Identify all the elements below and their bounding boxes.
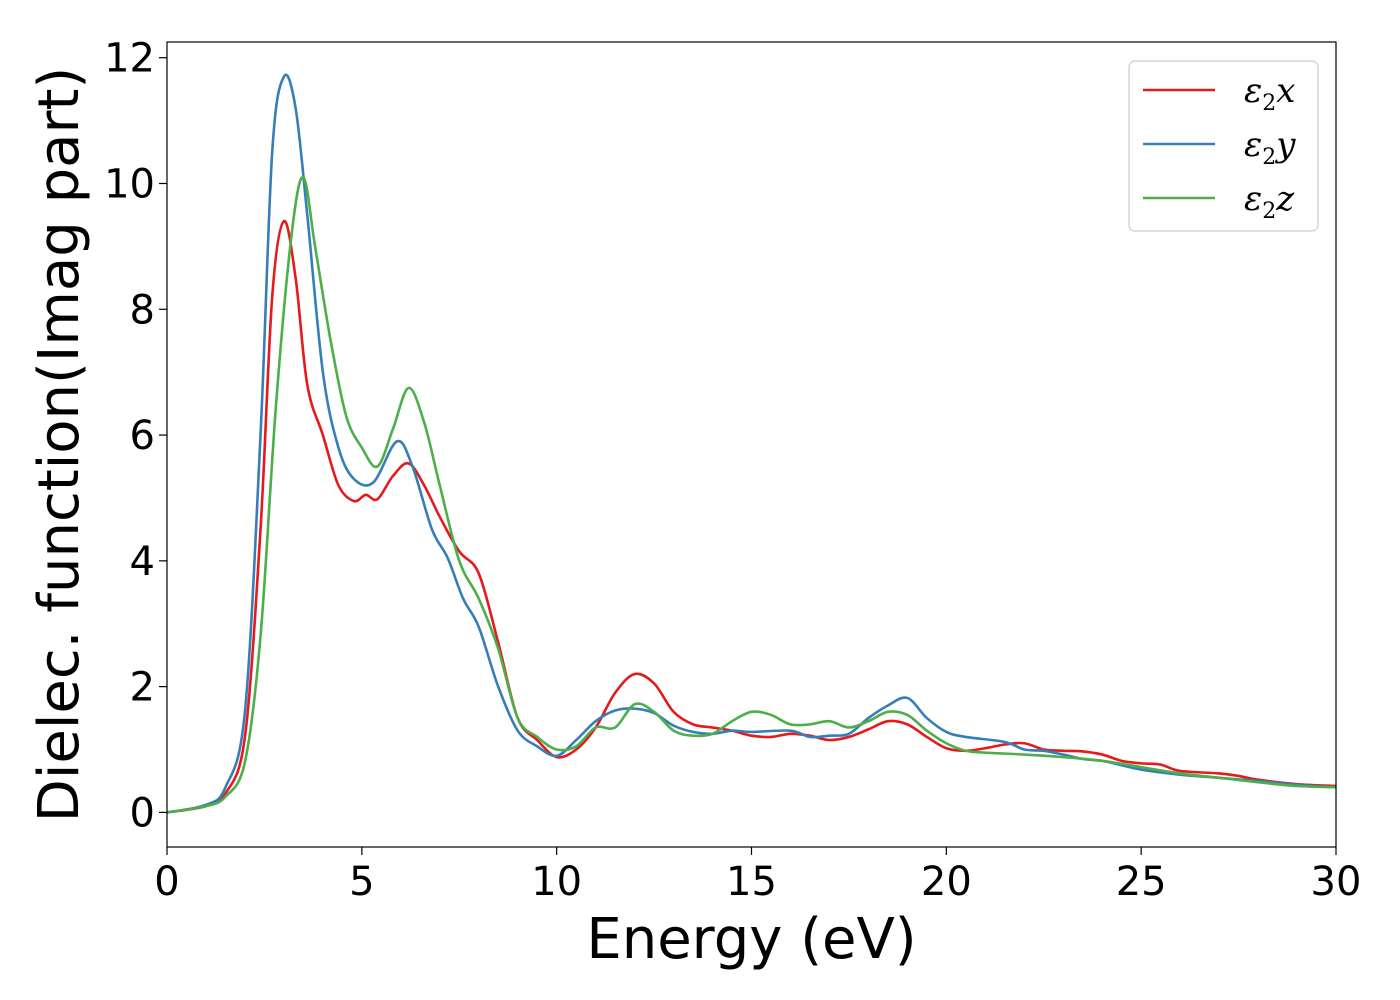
- y-tick-label: 6: [130, 413, 155, 459]
- x-tick-label: 25: [1116, 859, 1167, 905]
- y-tick-label: 0: [130, 790, 155, 836]
- legend-label-x: ε2x: [1244, 71, 1295, 116]
- y-tick-label: 2: [130, 665, 155, 711]
- x-tick-label: 20: [921, 859, 972, 905]
- series-line-z: [167, 175, 1336, 814]
- series-line-x: [167, 219, 1336, 814]
- x-tick-label: 30: [1311, 859, 1362, 905]
- y-axis-ticks: 0 2 4 6 8 10 12: [104, 36, 167, 836]
- legend-label-y: ε2y: [1244, 125, 1296, 170]
- legend-items: ε2x ε2y ε2z: [1143, 71, 1296, 224]
- x-axis-title: Energy (eV): [586, 907, 916, 972]
- y-tick-label: 8: [130, 287, 155, 333]
- legend-box: [1128, 60, 1319, 232]
- y-tick-label: 4: [130, 539, 155, 585]
- x-tick-label: 10: [531, 859, 582, 905]
- y-tick-label: 10: [104, 162, 155, 208]
- legend: ε2x ε2y ε2z: [1128, 60, 1319, 232]
- series-line-y: [167, 73, 1336, 814]
- y-tick-label: 12: [104, 36, 155, 82]
- x-tick-label: 15: [726, 859, 777, 905]
- x-axis-ticks: 0 5 10 15 20 25 30: [154, 847, 1361, 905]
- legend-label-z: ε2z: [1244, 179, 1295, 224]
- y-axis-title: Dielec. function(Imag part): [27, 67, 92, 823]
- series-layer: [167, 73, 1336, 814]
- x-tick-label: 5: [349, 859, 374, 905]
- x-tick-label: 0: [154, 859, 179, 905]
